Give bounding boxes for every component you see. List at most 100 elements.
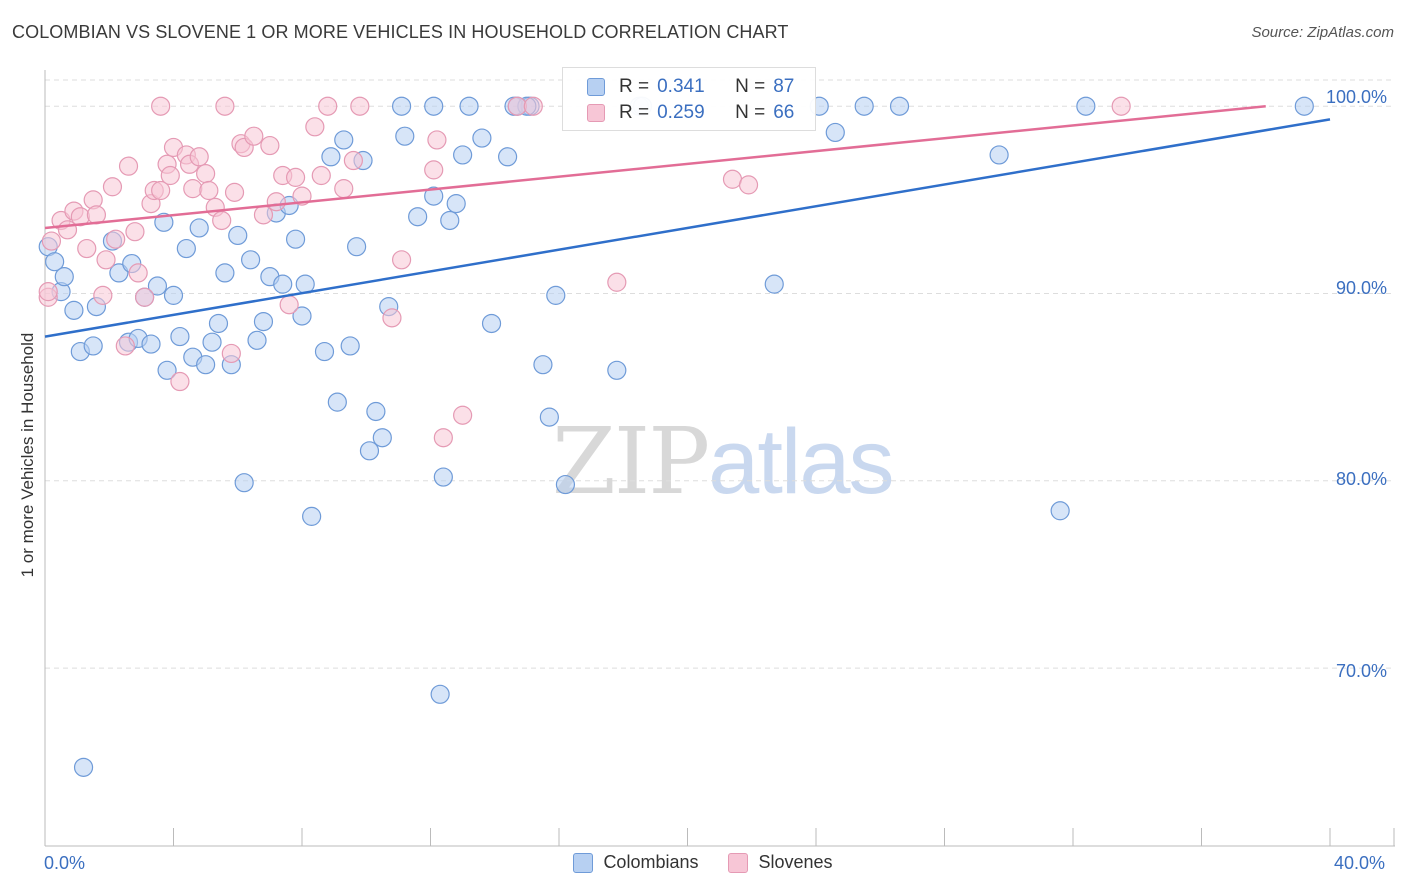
series-legend: Colombians Slovenes — [0, 852, 1406, 873]
slovenes-point-22 — [160, 165, 180, 186]
slovenes-point-60 — [607, 272, 627, 292]
slovenes-point-55 — [427, 130, 447, 150]
grid-layer — [45, 79, 1395, 669]
x-tick-label-min: 0.0% — [44, 853, 86, 873]
colombians-point-43 — [321, 147, 341, 167]
colombians-point-47 — [347, 237, 367, 257]
colombians-point-68 — [533, 355, 553, 375]
colombians-point-33 — [253, 311, 274, 332]
colombians-point-82 — [1076, 96, 1096, 116]
colombians-point-3 — [54, 267, 74, 287]
slovenes-point-53 — [391, 250, 412, 270]
r-label: R = — [619, 102, 650, 123]
colombians-point-56 — [424, 186, 444, 206]
slovenes-point-61 — [722, 169, 743, 189]
slovenes-point-45 — [292, 186, 312, 206]
colombians-point-71 — [555, 474, 576, 495]
slovenes-point-9 — [93, 285, 113, 305]
colombians-point-6 — [73, 757, 94, 777]
slovenes-point-14 — [118, 156, 139, 176]
slovenes-point-33 — [215, 96, 235, 116]
colombians-legend-swatch — [573, 852, 594, 873]
watermark-atlas: atlas — [708, 411, 894, 513]
slovenes-point-20 — [151, 180, 171, 201]
colombians-n-value: 87 — [773, 76, 795, 97]
colombians-point-70 — [546, 285, 566, 305]
points-layer — [38, 96, 1314, 777]
slovenes-point-64 — [38, 282, 58, 302]
colombians-point-32 — [247, 330, 267, 350]
colombians-point-63 — [472, 128, 492, 148]
slovenes-point-65 — [151, 96, 171, 116]
colombians-point-50 — [366, 401, 386, 422]
colombians-point-31 — [241, 250, 261, 270]
slovenes-point-12 — [106, 229, 126, 249]
slovenes-point-6 — [77, 238, 97, 259]
colombians-point-69 — [539, 407, 559, 427]
colombians-point-46 — [340, 336, 360, 356]
slovenes-point-52 — [382, 308, 402, 328]
watermark-zip: ZIP — [552, 408, 710, 515]
slovenes-point-63 — [1111, 96, 1131, 116]
colombians-point-38 — [285, 229, 306, 249]
slovenes-point-32 — [212, 210, 232, 231]
slovenes-point-17 — [134, 287, 155, 307]
slovenes-point-28 — [189, 147, 209, 167]
slovenes-point-1 — [41, 231, 62, 251]
colombians-point-16 — [147, 276, 168, 296]
slovenes-point-43 — [279, 295, 299, 315]
colombians-point-21 — [176, 238, 196, 259]
slovenes-point-29 — [196, 164, 216, 184]
colombians-point-23 — [189, 218, 209, 238]
slovenes-point-62 — [738, 175, 759, 195]
slovenes-point-24 — [170, 371, 190, 392]
slovenes-point-38 — [244, 126, 264, 146]
colombians-point-59 — [440, 210, 460, 231]
colombians-point-64 — [481, 313, 502, 334]
legend-item-colombians[interactable]: Colombians — [573, 852, 698, 873]
colombians-point-61 — [453, 145, 473, 165]
colombians-point-84 — [424, 96, 444, 116]
slovenes-n-value: 66 — [773, 102, 795, 123]
slovenes-r-value: 0.259 — [657, 102, 705, 123]
stats-legend: R = 0.341 N = 87 R = 0.259 N = 66 — [562, 67, 816, 131]
colombians-point-57 — [430, 684, 450, 704]
colombians-point-45 — [334, 130, 354, 150]
colombians-point-10 — [109, 263, 129, 283]
colombians-point-7 — [83, 336, 103, 356]
source-credit: Source: ZipAtlas.com — [1251, 24, 1394, 41]
colombians-point-17 — [154, 212, 174, 232]
slovenes-point-51 — [350, 96, 370, 116]
colombians-trend-line — [44, 118, 1331, 338]
colombians-point-26 — [208, 313, 229, 334]
colombians-point-29 — [228, 225, 248, 246]
slovenes-point-57 — [453, 405, 473, 425]
colombians-point-39 — [292, 306, 312, 326]
colombians-point-24 — [196, 355, 216, 375]
slovenes-point-40 — [260, 135, 280, 156]
slovenes-point-11 — [102, 177, 123, 197]
colombians-point-55 — [408, 207, 428, 227]
slovenes-trend-line — [44, 104, 1266, 230]
slovenes-point-56 — [433, 428, 453, 448]
colombians-point-65 — [498, 147, 518, 167]
slovenes-point-27 — [183, 179, 203, 199]
slovenes-point-41 — [266, 192, 286, 212]
colombians-point-25 — [202, 332, 222, 352]
legend-row-slovenes: R = 0.259 N = 66 — [587, 101, 794, 125]
colombians-point-78 — [854, 96, 874, 116]
y-tick-label-90: 90.0% — [1336, 278, 1388, 298]
legend-item-slovenes[interactable]: Slovenes — [728, 852, 833, 873]
colombians-point-41 — [302, 506, 322, 526]
slovenes-point-35 — [224, 182, 245, 202]
colombians-point-60 — [446, 194, 466, 214]
n-label: N = — [735, 102, 766, 123]
colombians-point-30 — [234, 473, 254, 493]
trend-layer — [44, 104, 1331, 338]
slovenes-point-10 — [96, 250, 116, 270]
slovenes-point-50 — [343, 150, 363, 171]
colombians-point-79 — [889, 96, 910, 116]
colombians-point-72 — [607, 360, 627, 380]
slovenes-point-44 — [285, 167, 306, 187]
y-tick-label-70: 70.0% — [1336, 661, 1388, 681]
